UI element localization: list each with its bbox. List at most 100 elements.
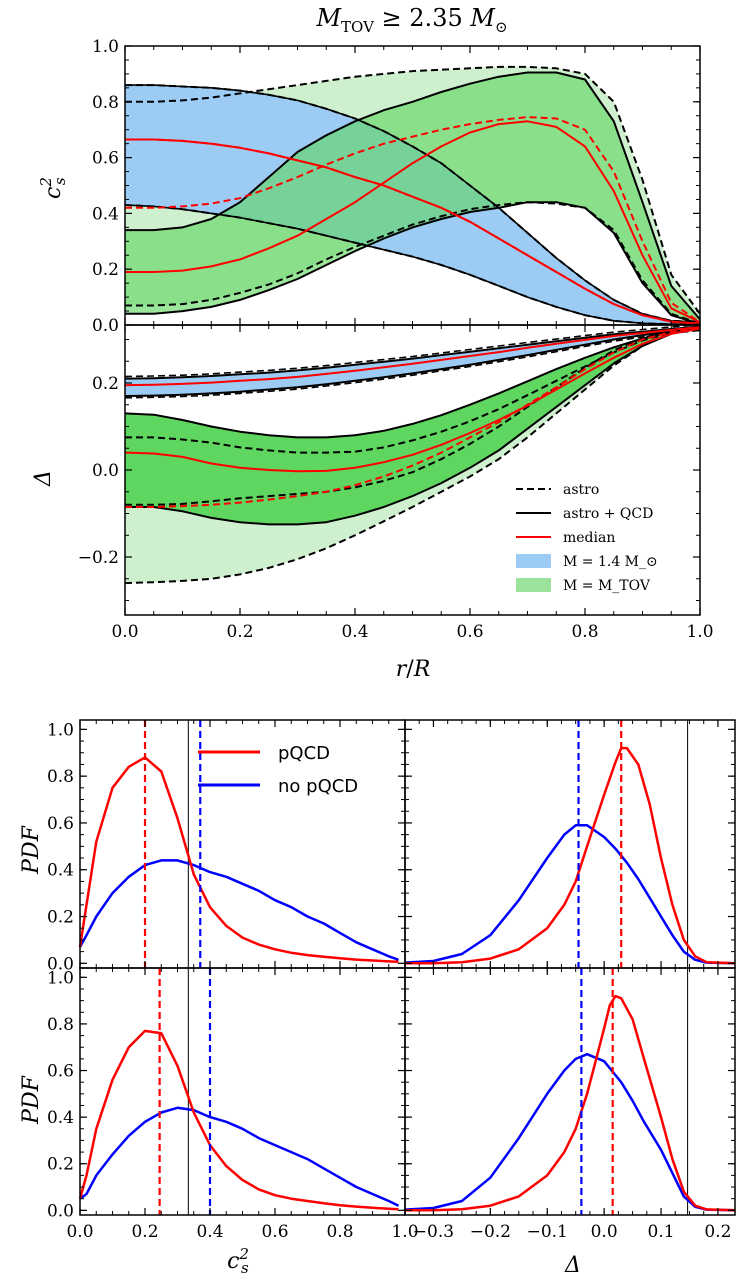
x-tick-label: 0.0 xyxy=(111,622,138,642)
curve-pqcd xyxy=(405,746,736,965)
y-tick-label: 0.4 xyxy=(92,204,119,224)
legend-label-pqcd: pQCD xyxy=(278,743,330,764)
ylabel-pdf-bottom: PDF xyxy=(19,1075,44,1124)
line-tov-astro-dashed-lower xyxy=(125,327,701,506)
line-1.4-median xyxy=(124,326,701,387)
y-tick-label: 0.4 xyxy=(47,1108,74,1128)
ylabel-delta: Δ xyxy=(31,470,56,487)
y-tick-label: 0.2 xyxy=(47,908,74,928)
band-tov-qcd xyxy=(125,72,700,324)
line-1.4-upper xyxy=(124,325,701,380)
panel-cs2-profile: 0.0 0.2 0.4 0.6 0.8 1.0 xyxy=(92,37,701,336)
y-tick-label: 0.2 xyxy=(47,1155,74,1175)
x-tick-label: 0.1 xyxy=(648,1222,675,1242)
svg-text:Δ: Δ xyxy=(564,1253,581,1278)
ylabel-pdf-top: PDF xyxy=(19,825,44,874)
x-tick-label: 0.6 xyxy=(261,1222,288,1242)
legend-label: astro xyxy=(563,482,599,498)
y-tick-label: 0.2 xyxy=(92,374,119,394)
x-tick-label: 0.2 xyxy=(226,622,253,642)
y-tick-label: 1.0 xyxy=(47,968,74,988)
line-tov-qcd-upper xyxy=(125,71,701,321)
band-tov-qcd xyxy=(125,327,700,525)
svg-text:Δ: Δ xyxy=(31,470,56,487)
curve-pqcd xyxy=(78,756,399,964)
line-1.4-qcd-upper xyxy=(125,84,701,323)
y-tick-label: 0.2 xyxy=(92,260,119,280)
line-1.4-qcd-lower xyxy=(124,204,701,326)
legend-top: astro astro + QCD median M = 1.4 M_⊙ M = M_T… xyxy=(516,482,658,594)
svg-text:PDF: PDF xyxy=(19,1075,44,1124)
curve-pqcd xyxy=(405,994,736,1212)
line-tov-astro-upper xyxy=(125,65,701,315)
y-tick-label: 0.0 xyxy=(47,1201,74,1221)
line-1.4-astro-median xyxy=(125,138,701,325)
curve-no-pqcd xyxy=(404,824,736,965)
frame-pdf xyxy=(404,967,736,1216)
y-tick-label: 0.6 xyxy=(47,1062,74,1082)
svg-text:PDF: PDF xyxy=(19,825,44,874)
x-tick-label: 0.6 xyxy=(456,622,483,642)
y-tick-label: −0.2 xyxy=(78,548,119,568)
xlabel-cs2-bottom: c2 s xyxy=(227,1245,249,1277)
y-tick-label: 0.8 xyxy=(47,1015,74,1035)
x-tick-label: 0.2 xyxy=(704,1222,731,1242)
frame-pdf xyxy=(404,719,736,969)
line-tov-qcd-lower xyxy=(125,201,701,325)
panel-pdf-cs2-TOV: 0.0 0.2 0.4 0.6 0.8 1.0 0.0 0.2 0.4 0.6 0.8 1.0 xyxy=(47,967,419,1242)
line-tov-median xyxy=(125,120,701,324)
x-tick-label: 0.8 xyxy=(571,622,598,642)
x-tick-label: −0.3 xyxy=(413,1222,454,1242)
curve-no-pqcd xyxy=(79,1106,400,1207)
x-tick-label: 0.2 xyxy=(131,1222,158,1242)
frame-pdf xyxy=(79,719,406,969)
x-tick-label: 0.4 xyxy=(196,1222,223,1242)
line-tov-astro-median xyxy=(125,327,701,508)
y-tick-label: 0.0 xyxy=(47,954,74,974)
figure-title: MTOV ≥ 2.35 M⊙ xyxy=(315,4,507,36)
x-tick-label: 0.4 xyxy=(341,622,368,642)
line-tov-median xyxy=(124,327,701,473)
xlabel-delta-bottom: Δ xyxy=(564,1253,581,1278)
panel-pdf-delta-TOV: −0.3 −0.2 −0.1 0.0 0.1 0.2 xyxy=(404,967,736,1242)
curve-pqcd xyxy=(78,1029,399,1211)
line-tov-astro-median xyxy=(125,116,701,324)
curve-no-pqcd xyxy=(78,859,399,961)
y-tick-label: 0.6 xyxy=(47,814,74,834)
legend-label: M = M_TOV xyxy=(563,578,651,594)
x-tick-label: 1.0 xyxy=(391,1222,418,1242)
legend-bottom: pQCD no pQCD xyxy=(198,743,358,797)
xlabel-rR: r/R xyxy=(396,657,431,682)
curve-no-pqcd xyxy=(404,1052,736,1212)
x-tick-label: −0.2 xyxy=(470,1222,511,1242)
line-tov-qcd-upper xyxy=(124,326,701,439)
y-tick-label: 0.4 xyxy=(47,861,74,881)
legend-label: astro + QCD xyxy=(563,506,653,522)
x-tick-label: 1.0 xyxy=(686,622,713,642)
panel-pdf-delta-1.4 xyxy=(404,719,736,969)
svg-text:MTOV ≥ 2.35 M⊙: MTOV ≥ 2.35 M⊙ xyxy=(315,4,507,36)
x-tick-label: 0.8 xyxy=(326,1222,353,1242)
legend-swatch-tov xyxy=(516,578,551,592)
line-1.4-astro-lower xyxy=(124,329,701,399)
legend-label-no-pqcd: no pQCD xyxy=(278,776,358,797)
line-tov-astro-lower xyxy=(124,327,701,585)
ylabel-cs2: c2s xyxy=(37,177,69,199)
y-tick-label: 1.0 xyxy=(92,37,119,57)
frame-pdf xyxy=(79,967,406,1216)
line-tov-astro-lower xyxy=(125,201,701,325)
line-1.4-lower xyxy=(124,327,701,397)
legend-label: M = 1.4 M_⊙ xyxy=(563,554,658,570)
x-tick-label: −0.1 xyxy=(527,1222,568,1242)
x-tick-label: 0.0 xyxy=(591,1222,618,1242)
panel-pdf-cs2-1.4: 0.0 0.2 0.4 0.6 0.8 1.0 pQCD no pQCD xyxy=(47,719,406,974)
svg-text:c2s: c2s xyxy=(37,177,69,199)
y-tick-label: 0.6 xyxy=(92,149,119,169)
legend-label: median xyxy=(563,530,615,546)
x-tick-label: 0.0 xyxy=(66,1222,93,1242)
legend-swatch-1.4 xyxy=(516,554,551,568)
svg-text:r/R: r/R xyxy=(396,657,431,682)
y-tick-label: 1.0 xyxy=(47,720,74,740)
y-tick-label: 0.0 xyxy=(92,316,119,336)
